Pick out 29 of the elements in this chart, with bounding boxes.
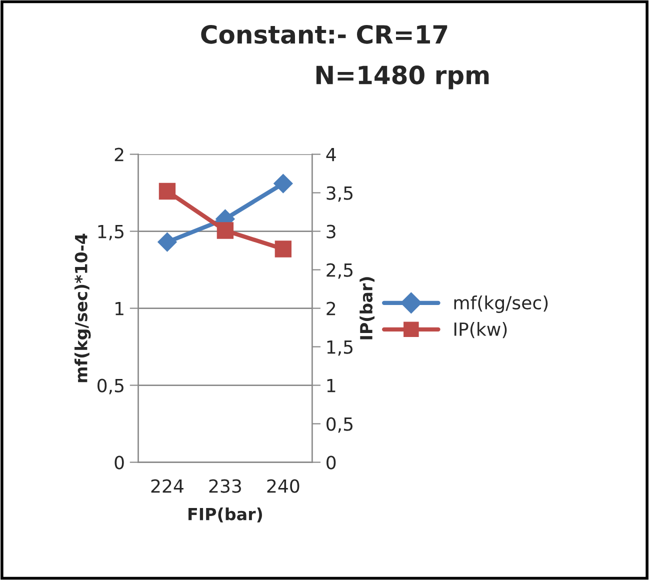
x-tick-label: 224 (151, 479, 184, 493)
legend-label: IP(kw) (454, 322, 507, 338)
y-tick-label: 1,5 (98, 224, 124, 240)
point (158, 232, 177, 252)
y-tick-label: 0,5 (98, 378, 124, 394)
text: N=1480 rpm (316, 66, 489, 90)
y-tick-label: 0 (114, 456, 124, 470)
y2-tick-label: 0,5 (326, 417, 352, 433)
x-tick-label: 233 (209, 479, 241, 493)
y2-tick-label: 0 (326, 456, 336, 470)
x-axis-title: FIP(bar) (188, 508, 262, 522)
y-axis-title: mf(kg/sec)*10-4 (74, 234, 91, 382)
y2-tick-label: 3 (326, 224, 336, 238)
y-tick-label: 2 (114, 148, 124, 162)
point (216, 222, 234, 239)
point (274, 240, 292, 258)
y2-axis-title: IP(bar) (360, 277, 374, 340)
legend-label: mf(kg/sec) (454, 296, 548, 313)
y-tick-label: 1 (116, 302, 124, 316)
y2-tick-label: 3,5 (326, 186, 352, 202)
y2-tick-label: 1,5 (327, 340, 352, 356)
y2-tick-label: 4 (326, 148, 336, 162)
y2-tick-label: 1 (327, 378, 336, 392)
chart-title: Constant:- CR=17 (201, 24, 448, 44)
point (158, 182, 176, 200)
x-tick-label: 240 (267, 479, 300, 493)
y2-tick-label: 2,5 (326, 263, 352, 279)
point (274, 174, 293, 194)
y2-tick-label: 2 (326, 302, 336, 316)
